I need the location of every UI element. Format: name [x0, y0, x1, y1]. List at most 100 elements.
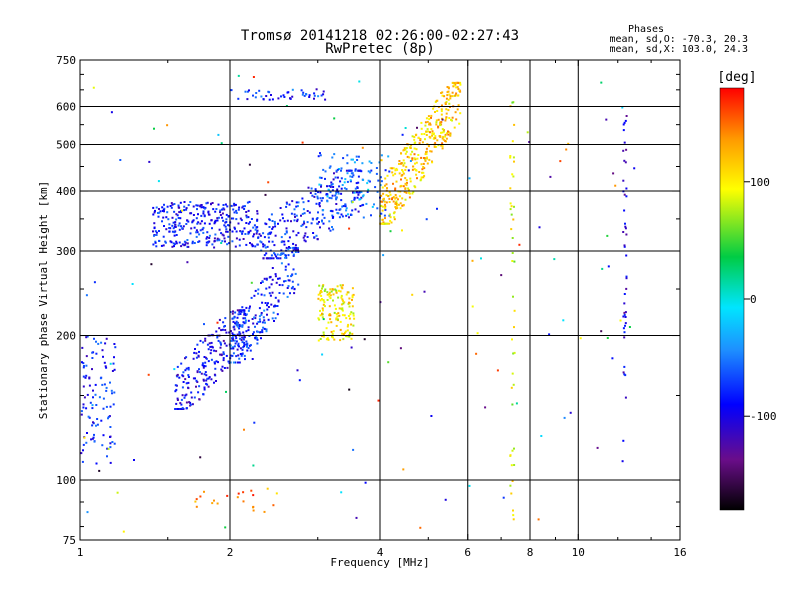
data-point	[266, 245, 269, 248]
data-point	[271, 240, 274, 243]
data-point	[274, 275, 277, 278]
data-point	[510, 228, 513, 231]
data-point	[445, 112, 448, 115]
data-point	[92, 389, 94, 392]
data-point	[249, 221, 251, 224]
data-point	[229, 354, 232, 357]
data-point	[157, 215, 160, 218]
data-point	[256, 338, 259, 341]
data-point	[335, 191, 338, 194]
data-point	[249, 344, 252, 347]
data-point	[281, 213, 284, 216]
data-point	[248, 200, 251, 203]
data-point	[331, 194, 334, 197]
data-point	[225, 218, 228, 221]
data-point	[301, 212, 304, 215]
data-point	[440, 92, 443, 94]
data-point	[320, 185, 322, 188]
data-point	[300, 214, 302, 217]
data-point	[226, 366, 229, 369]
data-point	[291, 95, 294, 98]
data-point	[237, 354, 240, 357]
data-point	[215, 350, 218, 353]
data-point	[382, 221, 385, 224]
data-point	[91, 368, 93, 371]
data-point	[330, 209, 333, 212]
data-point	[429, 131, 431, 134]
data-point	[404, 182, 407, 185]
data-point	[311, 194, 314, 197]
data-point	[301, 93, 304, 96]
data-point	[285, 201, 288, 204]
data-point	[155, 245, 158, 248]
data-point	[283, 96, 286, 98]
data-point	[172, 242, 175, 245]
data-point	[342, 299, 344, 302]
data-point	[322, 222, 325, 225]
data-point	[105, 405, 108, 408]
data-point	[447, 87, 450, 90]
data-point	[424, 138, 426, 141]
data-point	[196, 208, 198, 211]
data-point	[178, 228, 181, 231]
data-point	[241, 306, 244, 309]
data-point	[402, 468, 405, 471]
data-point	[406, 155, 409, 158]
data-point	[163, 203, 165, 206]
data-point	[344, 331, 346, 334]
data-point	[624, 227, 627, 230]
data-point	[305, 226, 308, 229]
data-point	[559, 160, 562, 163]
data-point	[339, 290, 342, 293]
data-point	[268, 98, 271, 101]
data-point	[430, 128, 433, 131]
data-point	[385, 183, 388, 186]
data-point	[300, 225, 303, 227]
data-point	[192, 205, 195, 208]
data-point	[349, 169, 352, 172]
data-point	[265, 95, 268, 97]
data-point	[271, 267, 274, 269]
data-point	[160, 244, 163, 247]
data-point	[278, 292, 281, 294]
data-point	[195, 385, 197, 388]
data-point	[253, 316, 256, 319]
data-point	[265, 252, 268, 255]
data-point	[147, 373, 150, 376]
data-point	[419, 139, 422, 142]
data-point	[92, 436, 95, 439]
data-point	[289, 97, 291, 100]
x-tick-label: 10	[572, 546, 585, 559]
data-point	[227, 224, 229, 227]
data-point	[623, 244, 626, 247]
data-point	[274, 296, 277, 299]
data-point	[236, 309, 239, 312]
data-point	[202, 231, 205, 234]
data-point	[113, 343, 116, 345]
data-point	[330, 330, 333, 333]
data-point	[332, 330, 335, 333]
data-point	[440, 110, 443, 113]
data-point	[502, 496, 505, 499]
data-point	[232, 317, 235, 320]
data-point	[267, 236, 270, 239]
data-point	[383, 197, 385, 200]
data-point	[294, 248, 297, 251]
data-point	[254, 325, 256, 328]
data-point	[206, 231, 209, 234]
data-point	[285, 205, 288, 208]
data-point	[388, 170, 391, 173]
data-point	[430, 150, 433, 153]
data-point	[392, 196, 395, 198]
data-point	[265, 257, 268, 260]
data-point	[207, 360, 210, 363]
data-point	[175, 242, 178, 245]
data-point	[429, 123, 432, 126]
data-point	[511, 252, 514, 254]
data-point	[471, 259, 474, 262]
data-point	[621, 106, 624, 109]
data-point	[175, 384, 178, 387]
data-point	[261, 321, 264, 324]
data-point	[512, 514, 515, 517]
data-point	[512, 218, 515, 221]
